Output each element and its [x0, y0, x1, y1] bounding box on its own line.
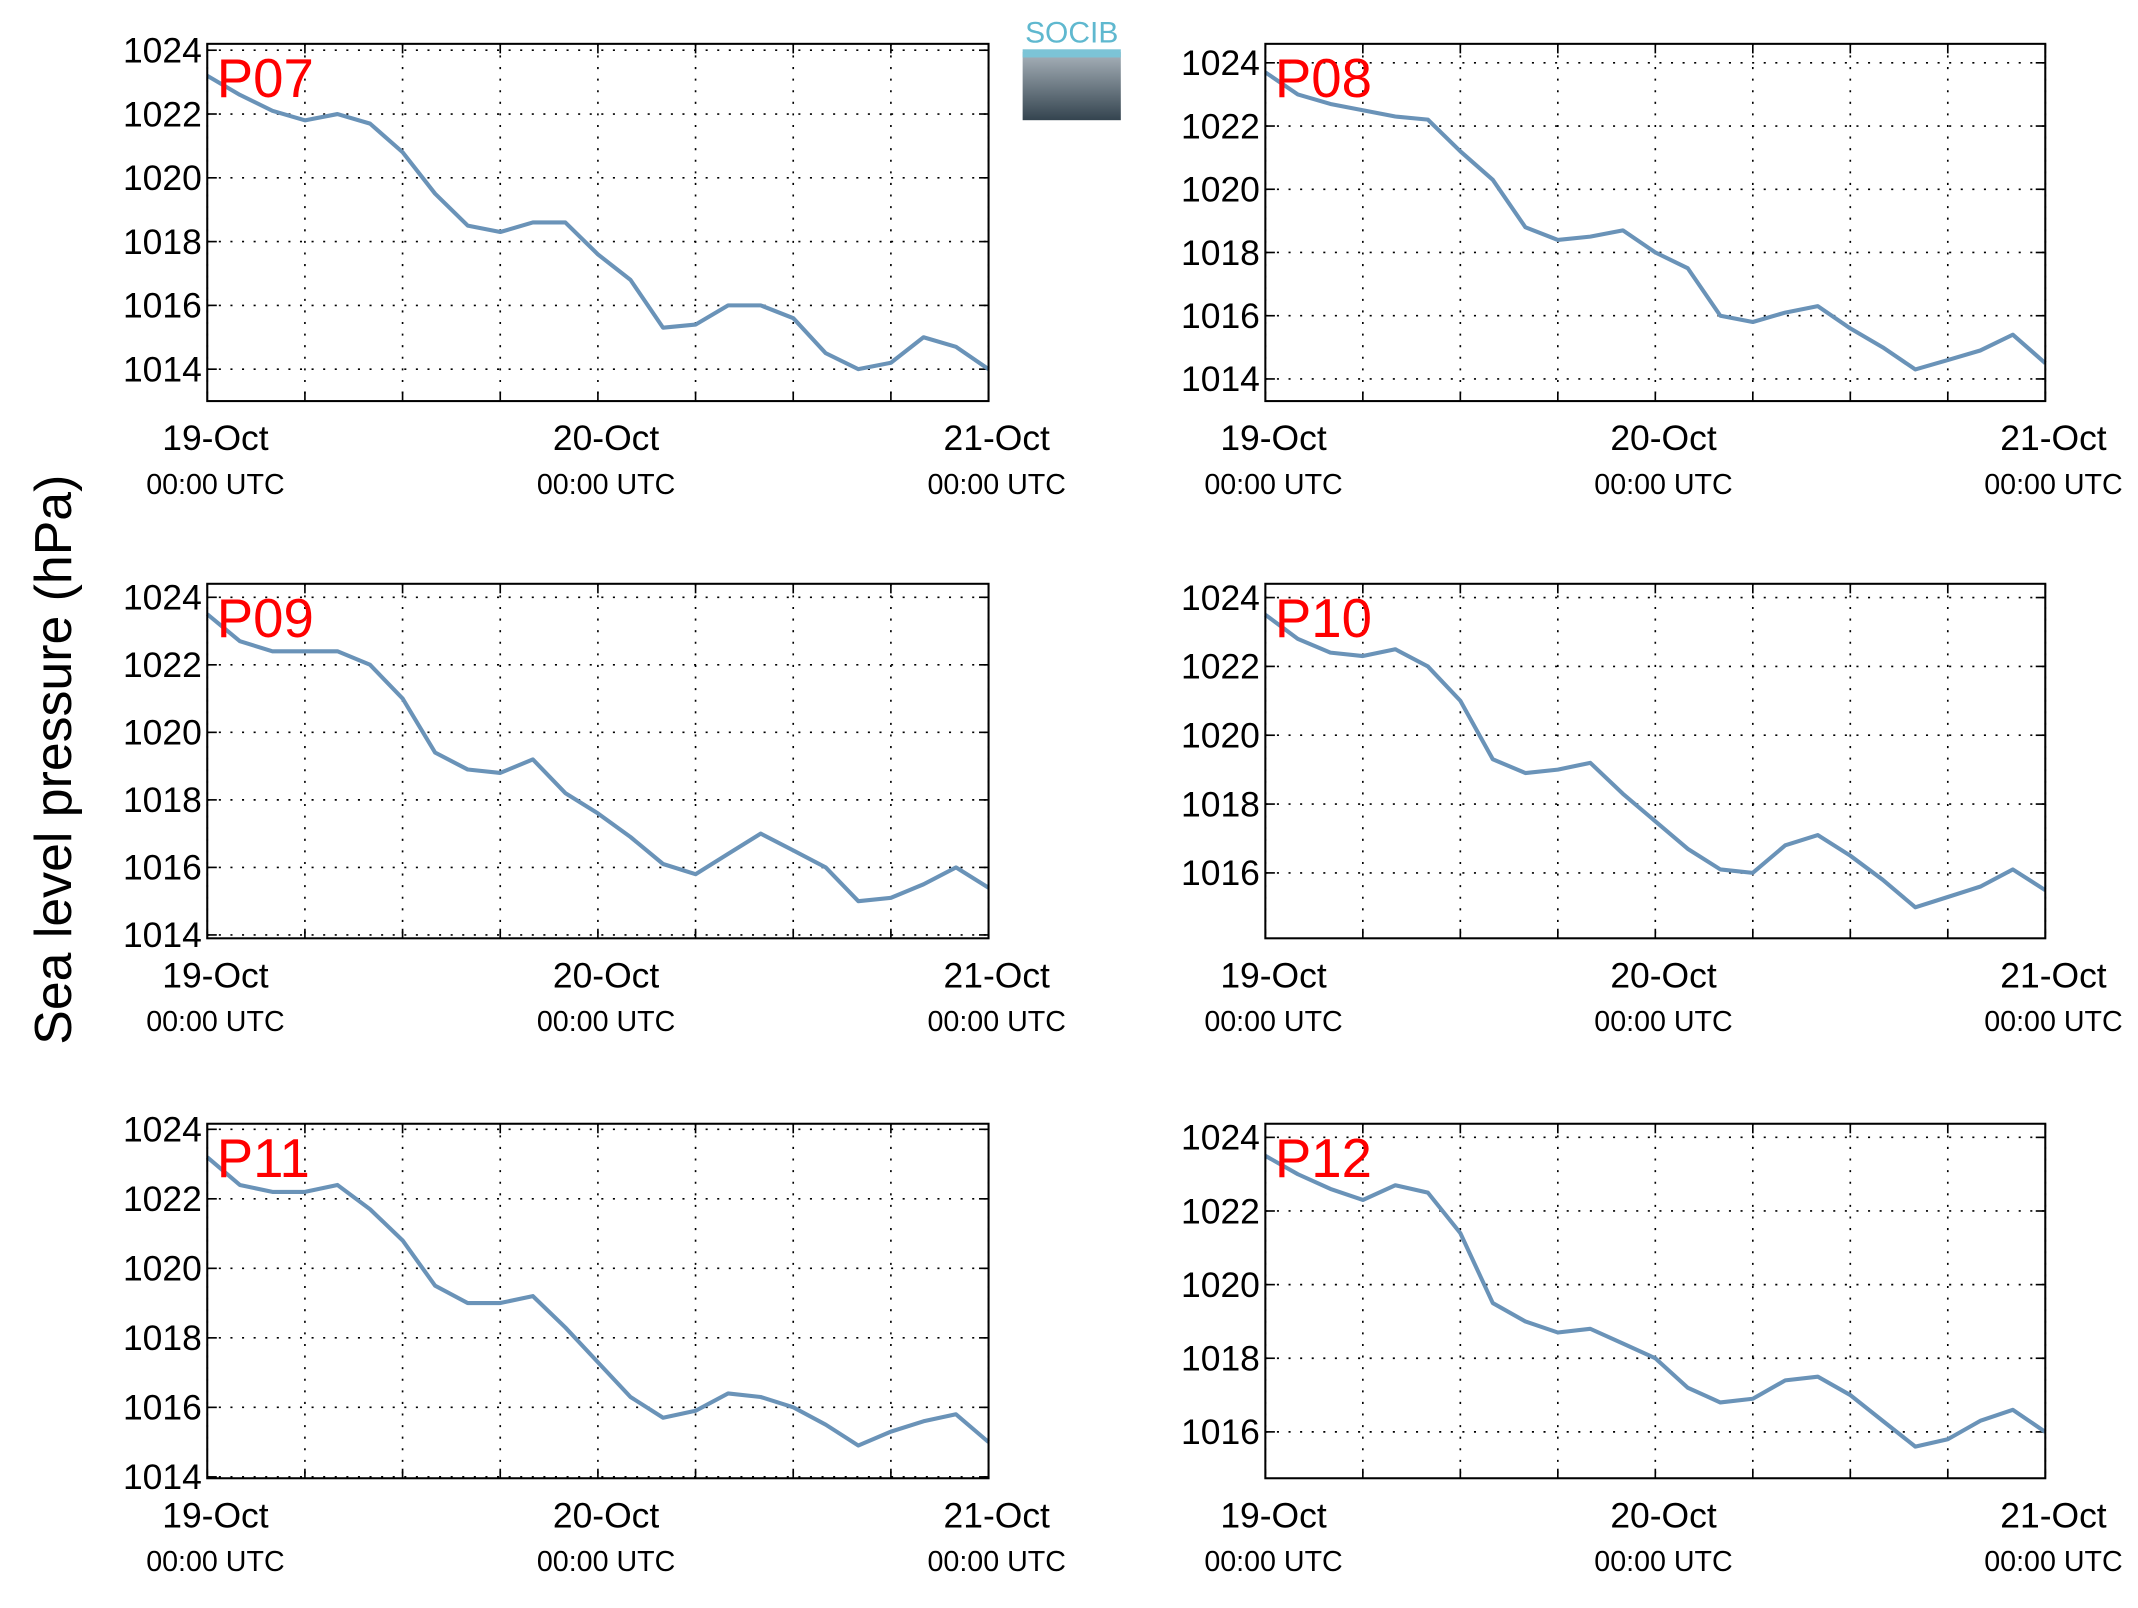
- y-tick-label: 1016: [1181, 1412, 1260, 1452]
- y-tick-label: 1022: [123, 645, 202, 685]
- x-tick-label: 19-Oct: [1220, 955, 1327, 995]
- x-tick-sublabel: 00:00 UTC: [1204, 1006, 1342, 1038]
- x-tick-sublabel: 00:00 UTC: [1984, 1546, 2122, 1578]
- y-axis-label: Sea level pressure (hPa): [24, 475, 82, 1045]
- y-tick-label: 1018: [123, 780, 202, 820]
- y-tick-label: 1020: [123, 713, 202, 753]
- logo-box: [1022, 52, 1121, 121]
- plot-frame: [1264, 582, 2047, 940]
- x-tick-sublabel: 00:00 UTC: [146, 1546, 284, 1578]
- data-line: [1264, 70, 2047, 372]
- y-tick-label: 1024: [1181, 578, 1260, 618]
- panel-title: P07: [217, 48, 314, 109]
- x-tick-label: 19-Oct: [1220, 1495, 1327, 1535]
- x-tick-label: 19-Oct: [1220, 418, 1327, 458]
- y-tick-label: 1022: [1181, 106, 1260, 146]
- x-tick-sublabel: 00:00 UTC: [928, 1006, 1066, 1038]
- plot-frame: [206, 42, 990, 403]
- panel-title: P09: [217, 588, 314, 649]
- x-tick-sublabel: 00:00 UTC: [146, 469, 284, 501]
- y-tick-label: 1016: [1181, 296, 1260, 336]
- data-line: [205, 612, 990, 904]
- y-tick-label: 1014: [1181, 359, 1260, 399]
- y-tick-label: 1016: [1181, 853, 1260, 893]
- x-tick-label: 20-Oct: [1610, 418, 1717, 458]
- x-tick-label: 21-Oct: [2000, 418, 2107, 458]
- x-tick-sublabel: 00:00 UTC: [928, 469, 1066, 501]
- x-tick-label: 20-Oct: [1610, 1495, 1717, 1535]
- y-tick-label: 1014: [123, 1457, 202, 1497]
- logo-text: SOCIB: [1025, 16, 1118, 49]
- y-tick-label: 1022: [123, 94, 202, 134]
- x-tick-sublabel: 00:00 UTC: [146, 1006, 284, 1038]
- y-tick-label: 1020: [1181, 716, 1260, 756]
- x-tick-label: 20-Oct: [553, 955, 660, 995]
- panel-title: P08: [1275, 48, 1372, 109]
- x-tick-label: 21-Oct: [944, 418, 1051, 458]
- panel-title: P10: [1275, 588, 1372, 649]
- x-tick-label: 21-Oct: [944, 955, 1051, 995]
- plot-frame: [1264, 1122, 2047, 1480]
- y-tick-label: 1018: [123, 222, 202, 262]
- y-tick-label: 1018: [1181, 784, 1260, 824]
- logo-band: [1022, 49, 1121, 58]
- x-tick-label: 20-Oct: [553, 418, 660, 458]
- x-tick-sublabel: 00:00 UTC: [1984, 469, 2122, 501]
- data-line: [206, 73, 990, 372]
- y-tick-label: 1024: [1181, 43, 1260, 83]
- y-tick-label: 1022: [1181, 647, 1260, 687]
- data-line: [205, 1155, 990, 1448]
- x-tick-label: 19-Oct: [162, 1495, 269, 1535]
- x-tick-label: 21-Oct: [2000, 1495, 2107, 1535]
- data-line: [1264, 613, 2047, 910]
- x-tick-sublabel: 00:00 UTC: [537, 469, 675, 501]
- plot-frame: [206, 582, 990, 940]
- panel-title: P12: [1275, 1128, 1372, 1189]
- y-tick-label: 1014: [123, 915, 202, 955]
- x-tick-sublabel: 00:00 UTC: [1984, 1006, 2122, 1038]
- x-tick-sublabel: 00:00 UTC: [1204, 1546, 1342, 1578]
- y-tick-label: 1024: [1181, 1118, 1260, 1158]
- x-tick-label: 20-Oct: [553, 1495, 660, 1535]
- x-tick-sublabel: 00:00 UTC: [1204, 469, 1342, 501]
- x-tick-sublabel: 00:00 UTC: [1594, 1006, 1732, 1038]
- data-line: [1264, 1154, 2047, 1449]
- panel-title: P11: [217, 1128, 310, 1189]
- plot-frame: [1264, 42, 2047, 403]
- x-tick-label: 19-Oct: [162, 418, 269, 458]
- y-tick-label: 1020: [123, 158, 202, 198]
- y-tick-label: 1024: [123, 578, 202, 618]
- y-tick-label: 1014: [123, 349, 202, 389]
- x-tick-sublabel: 00:00 UTC: [1594, 469, 1732, 501]
- x-tick-sublabel: 00:00 UTC: [928, 1546, 1066, 1578]
- x-tick-sublabel: 00:00 UTC: [537, 1546, 675, 1578]
- y-tick-label: 1022: [123, 1179, 202, 1219]
- plot-frame: [206, 1122, 990, 1480]
- y-tick-label: 1020: [1181, 1265, 1260, 1305]
- x-tick-label: 20-Oct: [1610, 955, 1717, 995]
- y-tick-label: 1020: [123, 1249, 202, 1289]
- x-tick-label: 21-Oct: [2000, 955, 2107, 995]
- y-tick-label: 1018: [1181, 233, 1260, 273]
- y-tick-label: 1022: [1181, 1191, 1260, 1231]
- y-tick-label: 1016: [123, 1388, 202, 1428]
- x-tick-label: 21-Oct: [944, 1495, 1051, 1535]
- y-tick-label: 1024: [123, 1110, 202, 1150]
- x-tick-sublabel: 00:00 UTC: [1594, 1546, 1732, 1578]
- y-tick-label: 1024: [123, 30, 202, 70]
- x-tick-sublabel: 00:00 UTC: [537, 1006, 675, 1038]
- y-tick-label: 1020: [1181, 170, 1260, 210]
- x-tick-label: 19-Oct: [162, 955, 269, 995]
- y-tick-label: 1018: [123, 1318, 202, 1358]
- y-tick-label: 1016: [123, 848, 202, 888]
- y-tick-label: 1016: [123, 286, 202, 326]
- y-tick-label: 1018: [1181, 1339, 1260, 1379]
